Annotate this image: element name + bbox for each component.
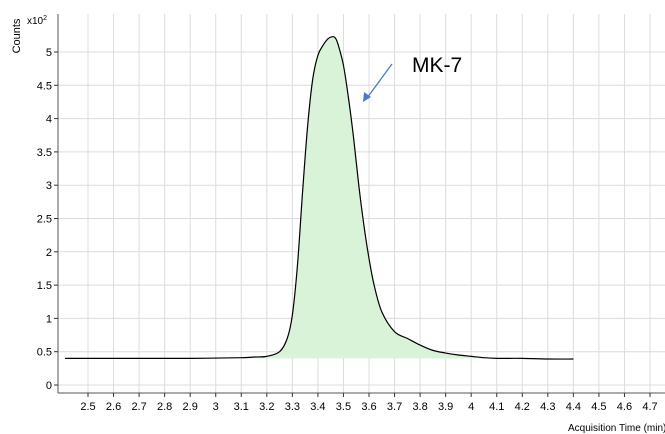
peak-area-fill — [65, 36, 574, 360]
y-tick-label: 2 — [46, 247, 52, 259]
x-tick-label: 3.1 — [234, 401, 249, 413]
y-tick-label: 2.5 — [37, 214, 52, 226]
x-tick-label: 3.8 — [412, 401, 427, 413]
x-tick-label: 3.3 — [285, 401, 300, 413]
y-tick-label: 4.5 — [37, 80, 52, 92]
annotation-label: MK-7 — [412, 54, 462, 77]
y-tick-label: 0.5 — [37, 347, 52, 359]
x-tick-label: 3.9 — [438, 401, 453, 413]
x-tick-label: 2.7 — [131, 401, 146, 413]
x-tick-label: 3.5 — [336, 401, 351, 413]
x-tick-label: 2.5 — [80, 401, 95, 413]
y-axis-ticks: 0 0.5 1 1.5 2 2.5 3 3.5 4 4.5 5 — [37, 47, 58, 392]
x-axis-ticks: 2.5 2.6 2.7 2.8 2.9 3 3.1 3.2 3.3 3.4 3.5 3.6 3.7 3.8… — [80, 393, 658, 413]
x-tick-label: 3.7 — [387, 401, 402, 413]
y-tick-label: 0 — [46, 380, 52, 392]
annotation-arrow — [366, 63, 393, 99]
y-multiplier: x102 — [27, 15, 47, 27]
y-tick-label: 1.5 — [37, 280, 52, 292]
x-tick-label: 4.1 — [489, 401, 504, 413]
y-tick-label: 3.5 — [37, 147, 52, 159]
y-tick-label: 1 — [46, 313, 52, 325]
x-tick-label: 3.6 — [361, 401, 376, 413]
x-tick-label: 4 — [468, 401, 474, 413]
y-tick-label: 4 — [46, 114, 52, 126]
x-tick-label: 2.6 — [106, 401, 121, 413]
x-tick-label: 2.8 — [157, 401, 172, 413]
y-tick-label: 5 — [46, 47, 52, 59]
x-tick-label: 4.2 — [515, 401, 530, 413]
x-axis-label: Acquisition Time (min) — [568, 423, 665, 434]
x-tick-label: 4.4 — [566, 401, 581, 413]
annotation-arrowhead — [363, 92, 371, 102]
x-tick-label: 4.5 — [591, 401, 606, 413]
y-axis-label: Counts — [11, 18, 23, 53]
x-tick-label: 2.9 — [183, 401, 198, 413]
x-tick-label: 3.4 — [310, 401, 325, 413]
x-tick-label: 4.3 — [540, 401, 555, 413]
x-tick-label: 4.7 — [642, 401, 657, 413]
y-multiplier-exponent: 2 — [43, 15, 47, 22]
x-tick-label: 3.2 — [259, 401, 274, 413]
x-tick-label: 4.6 — [617, 401, 632, 413]
x-tick-label: 3 — [213, 401, 219, 413]
signal-line — [65, 36, 574, 360]
y-tick-label: 3 — [46, 180, 52, 192]
